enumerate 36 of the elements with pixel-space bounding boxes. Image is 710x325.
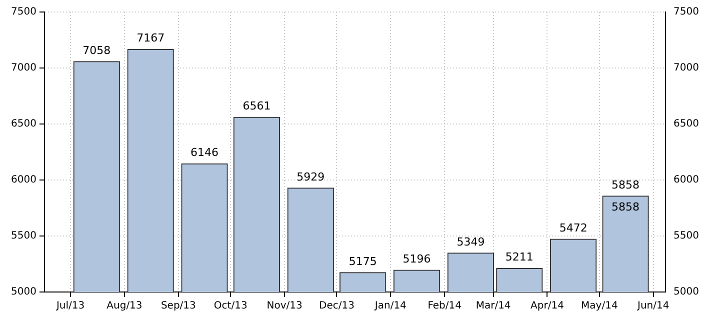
x-tick-label: May/14 — [581, 300, 618, 312]
x-tick-label: Jul/13 — [55, 300, 85, 312]
x-tick-label: Sep/13 — [160, 300, 196, 312]
y2-tick-label: 7000 — [674, 62, 700, 74]
data-label: 6146 — [190, 146, 219, 160]
x-tick-label: Aug/13 — [106, 300, 142, 312]
y-tick-label: 6500 — [10, 118, 36, 130]
data-label: 5175 — [348, 254, 377, 268]
x-tick-label: Apr/14 — [530, 300, 564, 312]
data-label: 5211 — [505, 250, 534, 264]
x-tick-label: Oct/13 — [214, 300, 248, 312]
data-label: 7167 — [136, 32, 165, 45]
y-tick-label: 6000 — [10, 174, 36, 186]
data-label: 6561 — [242, 100, 271, 113]
x-tick-label: Jan/14 — [374, 300, 406, 312]
y2-tick-label: 5500 — [674, 230, 700, 242]
x-tick-label: Jun/14 — [636, 300, 670, 312]
y-tick-label: 5500 — [10, 230, 36, 242]
y2-tick-label: 7500 — [674, 6, 700, 18]
data-label: 5472 — [559, 221, 588, 234]
y-tick-label: 7000 — [10, 62, 36, 74]
y2-tick-label: 6500 — [674, 118, 700, 130]
x-tick-label: Dec/13 — [319, 300, 354, 312]
annotation: 5858 — [612, 178, 640, 192]
y2-tick-label: 6000 — [674, 174, 700, 186]
data-label: 5858 — [612, 200, 640, 214]
x-tick-label: Nov/13 — [266, 300, 302, 312]
data-label: 7058 — [82, 44, 111, 57]
y-tick-label: 7500 — [10, 6, 36, 18]
data-label: 5196 — [402, 252, 431, 266]
y-tick-label: 5000 — [10, 286, 36, 298]
data-label: 5349 — [456, 235, 485, 248]
x-tick-label: Feb/14 — [428, 300, 462, 312]
data-label: 5929 — [296, 170, 325, 184]
x-tick-label: Mar/14 — [476, 300, 511, 312]
y2-tick-label: 5000 — [674, 286, 700, 298]
